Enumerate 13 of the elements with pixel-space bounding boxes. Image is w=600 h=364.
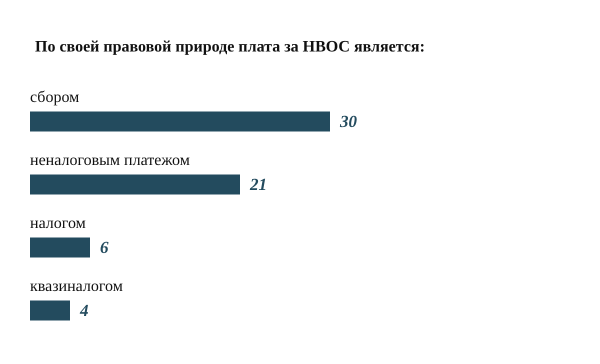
y-tick-label: неналоговым платежом — [30, 152, 190, 169]
bar — [30, 112, 330, 132]
bar — [30, 238, 90, 258]
data-label: 6 — [100, 238, 109, 257]
data-label: 4 — [79, 301, 88, 320]
y-tick-label: сбором — [30, 89, 80, 106]
y-tick-label: квазиналогом — [30, 278, 123, 295]
chart-title: По своей правовой природе плата за НВОС является: — [35, 38, 425, 56]
data-label: 30 — [339, 112, 358, 131]
bar — [30, 300, 70, 320]
data-label: 21 — [249, 175, 267, 194]
y-tick-label: налогом — [30, 215, 86, 232]
bar — [30, 174, 240, 194]
